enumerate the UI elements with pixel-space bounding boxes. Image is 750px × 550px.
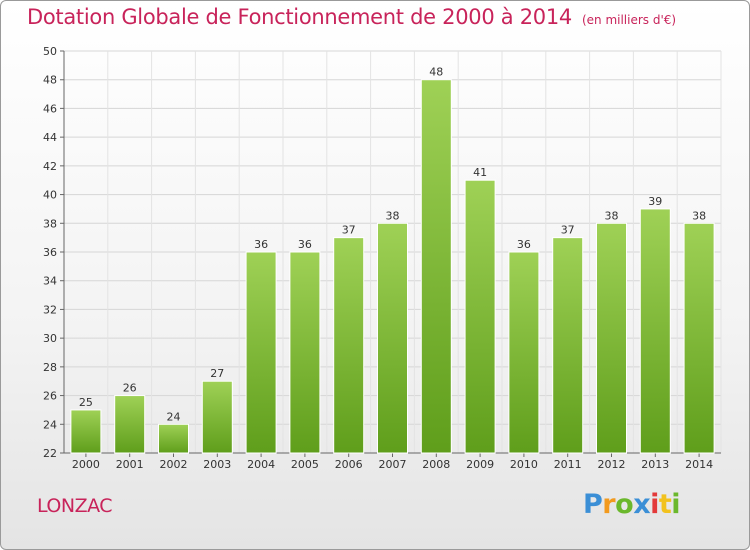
y-tick-label: 28 (43, 361, 57, 374)
bar-2003 (201, 380, 233, 454)
data-label-2003: 27 (210, 367, 224, 380)
data-label-2004: 36 (254, 238, 268, 251)
y-tick-label: 50 (43, 45, 57, 58)
bar-2001 (114, 395, 146, 454)
y-tick-label: 36 (43, 246, 57, 259)
bar-2008 (420, 79, 452, 454)
x-tick-label-2001: 2001 (116, 458, 144, 471)
bar-2004 (245, 251, 277, 454)
x-tick-label-2010: 2010 (510, 458, 538, 471)
data-label-2007: 38 (386, 209, 400, 222)
x-tick-label-2012: 2012 (598, 458, 626, 471)
chart-unit: (en milliers d'€) (581, 13, 677, 27)
y-tick-label: 46 (43, 102, 57, 115)
data-label-2013: 39 (648, 195, 662, 208)
y-tick-label: 34 (43, 275, 57, 288)
x-tick-label-2005: 2005 (291, 458, 319, 471)
data-label-2005: 36 (298, 238, 312, 251)
y-tick-label: 48 (43, 74, 57, 87)
commune-name: LONZAC (37, 495, 113, 517)
data-label-2012: 38 (605, 209, 619, 222)
y-tick-label: 22 (43, 447, 57, 460)
bar-2011 (552, 237, 584, 454)
bars (70, 79, 715, 454)
x-tick-label-2003: 2003 (203, 458, 231, 471)
x-tick-label-2000: 2000 (72, 458, 100, 471)
x-tick-label-2004: 2004 (247, 458, 275, 471)
data-label-2001: 26 (123, 382, 137, 395)
y-tick-label: 30 (43, 332, 57, 345)
bar-2013 (639, 208, 671, 454)
data-label-2000: 25 (79, 396, 93, 409)
data-label-2008: 48 (429, 66, 443, 79)
x-tick-label-2014: 2014 (685, 458, 713, 471)
proxiti-logo: Proxiti (583, 489, 681, 520)
data-label-2010: 36 (517, 238, 531, 251)
x-tick-label-2007: 2007 (379, 458, 407, 471)
x-tick-label-2002: 2002 (160, 458, 188, 471)
chart-title-text: Dotation Globale de Fonctionnement de 20… (27, 5, 572, 29)
data-label-2009: 41 (473, 166, 487, 179)
bar-2007 (377, 222, 408, 454)
x-tick-label-2011: 2011 (554, 458, 582, 471)
bar-2014 (683, 222, 715, 454)
bar-2009 (464, 179, 496, 454)
data-label-2014: 38 (692, 209, 706, 222)
chart-title: Dotation Globale de Fonctionnement de 20… (27, 5, 676, 29)
x-tick-label-2006: 2006 (335, 458, 363, 471)
bar-2002 (158, 423, 189, 454)
y-tick-label: 40 (43, 189, 57, 202)
data-label-2006: 37 (342, 224, 356, 237)
x-tick-label-2013: 2013 (641, 458, 669, 471)
x-tick-label-2008: 2008 (422, 458, 450, 471)
y-tick-label: 24 (43, 418, 57, 431)
data-label-2002: 24 (167, 410, 181, 423)
x-tick-label-2009: 2009 (466, 458, 494, 471)
y-tick-label: 32 (43, 303, 57, 316)
y-tick-label: 38 (43, 217, 57, 230)
bar-2000 (70, 409, 102, 454)
y-tick-label: 26 (43, 390, 57, 403)
bar-2010 (508, 251, 540, 454)
bar-2012 (596, 222, 627, 454)
data-labels: 25 26 24 27 36 36 37 38 48 41 36 37 38 39 38 (79, 66, 706, 424)
bar-2006 (333, 237, 365, 454)
bar-2005 (289, 251, 321, 454)
y-tick-label: 42 (43, 160, 57, 173)
y-tick-label: 44 (43, 131, 57, 144)
data-label-2011: 37 (561, 224, 575, 237)
